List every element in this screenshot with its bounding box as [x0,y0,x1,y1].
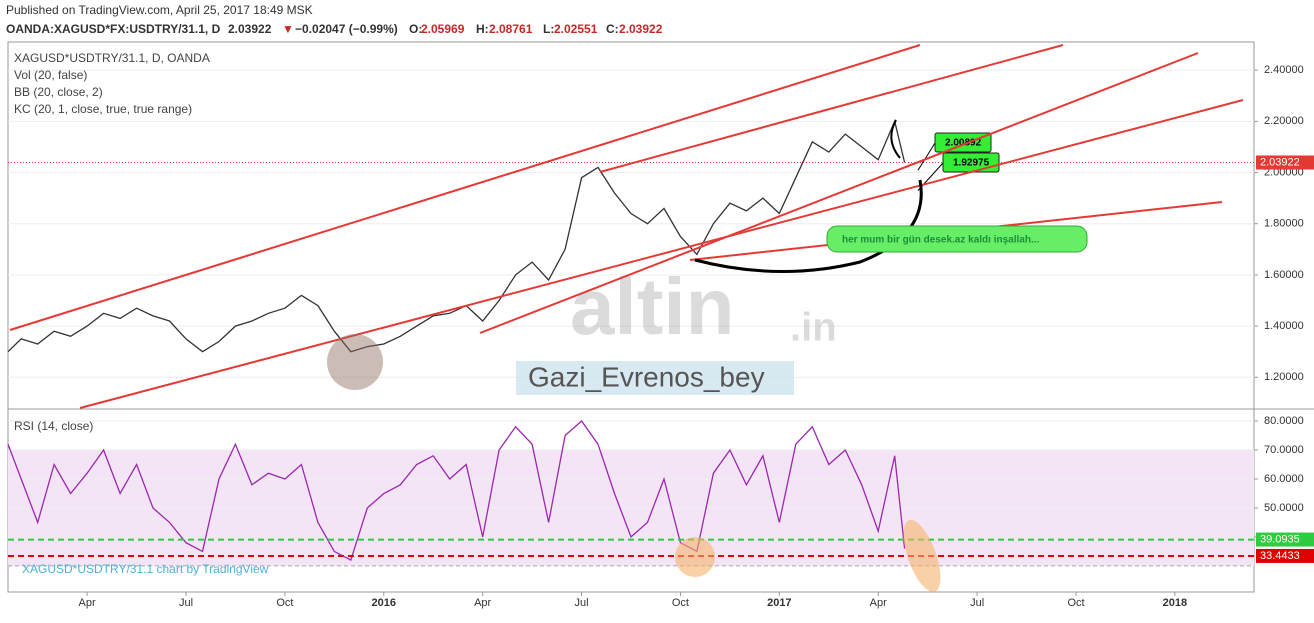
y-tick-label: 2.40000 [1264,64,1304,76]
author: Gazi_Evrenos_bey [528,361,765,392]
highlight [327,334,383,390]
y-tick-label: 60.0000 [1264,473,1304,485]
h-label: H: [476,22,489,36]
y-tick-label: 50.0000 [1264,502,1304,514]
legend-line: XAGUSD*USDTRY/31.1, D, OANDA [14,51,210,65]
price-label-box [1256,155,1314,170]
y-tick-label: 1.60000 [1264,269,1304,281]
highlight [903,519,941,593]
y-tick-label: 1.80000 [1264,218,1304,230]
published: Published on TradingView.com, April 25, … [6,3,313,17]
low: 2.02551 [554,22,598,36]
x-tick-label: Jul [970,597,984,609]
x-tick-label: 2016 [372,597,396,609]
c-label: C: [606,22,619,36]
curve-arrow [694,179,923,274]
brand-suffix: .in [790,306,837,350]
last: 2.03922 [228,22,272,36]
curve-arrow [890,119,901,159]
x-tick-label: Apr [870,597,887,609]
brand: altin [570,262,734,351]
open: 2.05969 [421,22,465,36]
o-label: O: [409,22,422,36]
trend-line [9,44,921,331]
callout-pointer [917,142,936,171]
note-box [826,225,1088,253]
legend-line: Vol (20, false) [14,68,87,82]
series-line [7,420,906,562]
credit: XAGUSD*USDTRY/31.1 chart by TradingView [22,562,269,576]
trend-line [479,52,1199,334]
price-label-box [1256,548,1314,563]
price-label: 33.4433 [1260,550,1300,562]
y-tick-label: 1.20000 [1264,371,1304,383]
watermark: altin .in [570,262,837,351]
x-tick-label: Apr [474,597,491,609]
legend-line: RSI (14, close) [14,419,93,433]
price-label: 39.0935 [1260,533,1300,545]
price-label: 2.03922 [1260,156,1300,168]
y-tick-label: 70.0000 [1264,444,1304,456]
arrow: ▼ [282,22,294,36]
trend-line [599,44,1064,173]
legend-line: BB (20, close, 2) [14,85,103,99]
x-tick-label: 2017 [767,597,791,609]
legend-line: KC (20, 1, close, true, true range) [14,102,192,116]
callout-label: 1.92975 [953,158,990,169]
y-tick-label: 80.0000 [1264,415,1304,427]
trend-line [79,99,1244,409]
callout-label: 2.00892 [945,138,982,149]
x-tick-label: 2018 [1163,597,1187,609]
note: her mum bir gün desek.az kaldı inşallah.… [842,235,1040,246]
price-label-box [1256,532,1314,547]
header-line: OANDA:XAGUSD*FX:USDTRY/31.1, D 2.03922 ▼… [6,22,663,36]
x-tick-label: Apr [79,597,96,609]
y-tick-label: 2.20000 [1264,115,1304,127]
close: 2.03922 [619,22,663,36]
x-tick-label: Oct [672,597,689,609]
x-tick-label: Oct [276,597,293,609]
change: −0.02047 (−0.99%) [295,22,398,36]
author-box [516,361,794,395]
x-tick-label: Jul [575,597,589,609]
plot-layer: 1.200001.400001.600001.800002.000002.200… [7,51,1314,609]
callout-box [934,132,992,153]
high: 2.08761 [489,22,533,36]
y-tick-label: 1.40000 [1264,320,1304,332]
symbol: OANDA:XAGUSD*FX:USDTRY/31.1, D [6,22,221,36]
l-label: L: [543,22,554,36]
highlight [675,537,715,577]
series-line [7,119,906,353]
x-tick-label: Oct [1067,597,1084,609]
trend-lines [9,44,1244,409]
x-tick-label: Jul [179,597,193,609]
